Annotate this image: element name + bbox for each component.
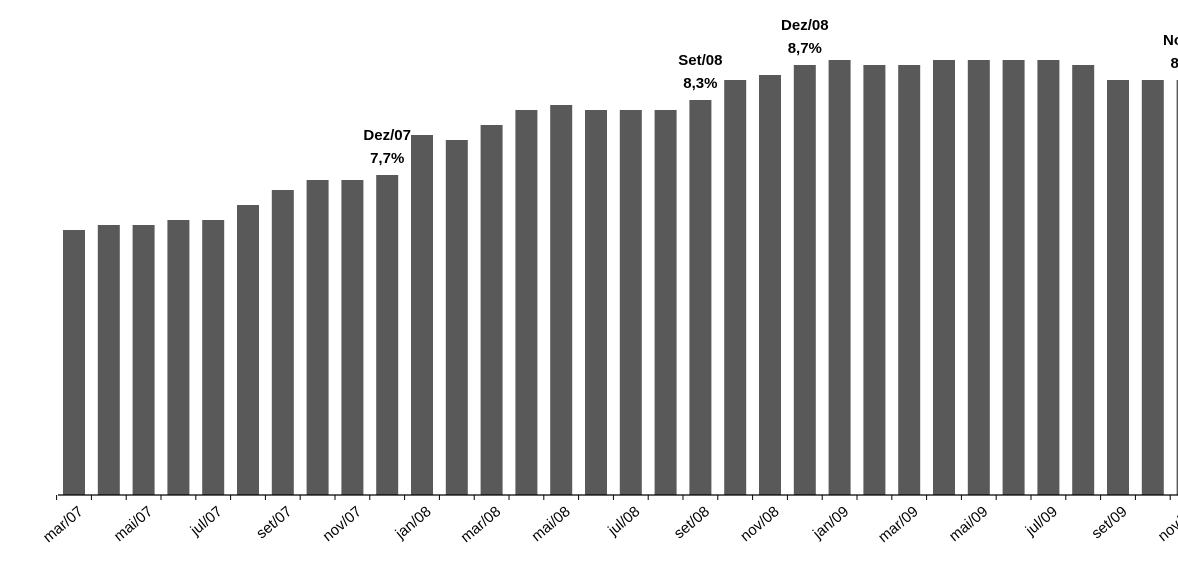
bar-out-08 [724,80,747,495]
x-tick-label: set/09 [1088,503,1130,542]
x-tick-label: set/08 [671,503,713,542]
bar-mar-07 [63,230,85,495]
annotation-date: Set/08 [678,52,722,69]
bar-fev-09 [863,65,886,495]
bar-dez-07 [376,175,399,495]
bar-ago-07 [237,205,259,495]
x-tick-label: mai/07 [111,503,156,545]
bar-out-09 [1141,80,1164,495]
annotation-value: 8,7% [788,40,822,57]
bar-mai-09 [967,60,990,495]
bar-mar-09 [898,65,921,495]
x-ticks-layer [56,495,1171,500]
bar-jun-07 [167,220,190,495]
x-tick-label: nov/09 [1155,503,1178,545]
bar-nov-08 [759,75,781,495]
bar-nov-09 [1176,80,1178,495]
bar-mai-08 [550,105,573,495]
bar-abr-09 [933,60,955,495]
annotations-layer: Dez/07 7,7% Set/08 8,3% Dez/08 8,7% Nov/09 8,3% [363,17,1178,167]
bar-set-09 [1107,80,1129,495]
x-tick-label: mai/08 [528,503,573,545]
bar-jan-09 [828,60,851,495]
bar-jun-09 [1002,60,1025,495]
bar-ago-09 [1072,65,1095,495]
annotation-date: Nov/09 [1163,32,1178,49]
bar-dez-08 [793,65,816,495]
annotation-value: 7,7% [370,150,404,167]
x-tick-label: jul/09 [1022,503,1061,540]
bar-out-07 [306,180,329,495]
bar-abr-08 [515,110,538,495]
bar-jul-07 [202,220,225,495]
x-tick-label: jan/09 [809,503,852,543]
x-tick-label: jul/08 [604,503,643,540]
annotation-value: 8,3% [1170,55,1178,72]
bars-layer [63,60,1178,495]
x-tick-label: nov/07 [320,503,365,545]
annotation-date: Dez/08 [781,17,829,34]
x-tick-label: mar/07 [40,503,87,546]
bar-jan-08 [411,135,433,495]
bar-jul-09 [1037,60,1060,495]
bar-jul-08 [619,110,642,495]
x-tick-label: jul/07 [187,503,226,540]
x-tick-label: jan/08 [392,503,435,543]
bar-nov-07 [341,180,364,495]
bar-abr-07 [97,225,120,495]
x-tick-labels-layer: mar/07 mai/07 jul/07 set/07 nov/07 jan/08 mar/… [40,503,1178,546]
bar-mar-08 [480,125,503,495]
annotation-value: 8,3% [683,75,717,92]
x-tick-label: set/07 [253,503,295,542]
x-tick-label: mai/09 [946,503,991,545]
bar-fev-08 [445,140,468,495]
bar-set-08 [689,100,712,495]
x-tick-label: nov/08 [737,503,782,545]
bar-jun-08 [585,110,607,495]
x-tick-label: mar/08 [457,503,504,546]
bar-ago-08 [654,110,677,495]
annotation-date: Dez/07 [363,127,411,144]
x-tick-label: mar/09 [875,503,922,546]
bar-mai-07 [132,225,155,495]
bar-set-07 [271,190,294,495]
